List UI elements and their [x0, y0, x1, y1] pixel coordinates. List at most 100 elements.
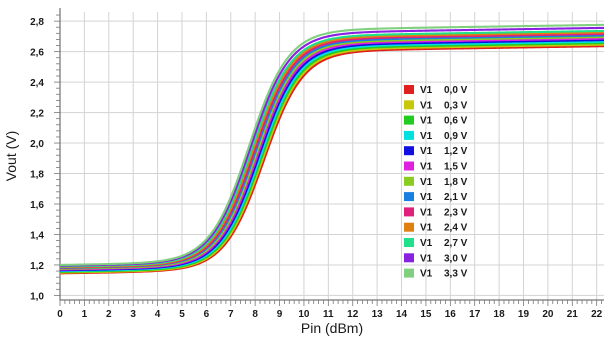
x-tick-label: 13: [372, 309, 384, 320]
legend-series-name: V1: [420, 253, 433, 264]
legend-swatch: [404, 176, 414, 186]
x-tick-label: 1: [82, 309, 88, 320]
series-line: [59, 29, 605, 268]
legend-item: V1 0,9 V: [404, 130, 468, 142]
series-line: [59, 40, 605, 273]
legend-item: V1 1,2 V: [404, 146, 468, 157]
x-tick-label: 7: [228, 309, 234, 320]
legend-swatch: [404, 238, 414, 247]
x-tick-label: 2: [106, 309, 112, 320]
x-tick-label: 14: [396, 309, 408, 320]
legend-series-value: 0,9 V: [444, 131, 468, 142]
x-tick-label: 9: [277, 309, 283, 320]
legend-series-value: 2,1 V: [444, 192, 468, 203]
legend-series-name: V1: [420, 85, 433, 96]
grid: [59, 12, 604, 300]
x-tick-label: 3: [130, 309, 136, 320]
legend-series-value: 1,2 V: [444, 146, 468, 157]
legend-series-value: 0,6 V: [444, 116, 468, 127]
axes: [54, 8, 604, 306]
legend-series-name: V1: [420, 131, 433, 142]
series-line: [59, 34, 605, 270]
y-tick-label: 1,8: [30, 170, 44, 181]
legend-series-name: V1: [420, 269, 433, 280]
y-axis-title: Vout (V): [3, 131, 19, 182]
legend-item: V1 3,3 V: [404, 268, 468, 280]
x-tick-label: 15: [420, 309, 432, 320]
legend-series-name: V1: [420, 116, 433, 127]
legend-item: V1 3,0 V: [404, 253, 468, 264]
series-line: [59, 23, 605, 266]
legend-item: V1 0,3 V: [404, 100, 468, 111]
legend-series-name: V1: [420, 238, 433, 249]
legend-swatch: [404, 207, 414, 217]
series-line: [59, 32, 605, 269]
x-tick-label: 0: [57, 309, 63, 320]
legend-swatch: [404, 253, 414, 263]
x-tick-label: 6: [204, 309, 210, 320]
series-line: [59, 31, 605, 269]
y-tick-label: 1,2: [30, 261, 44, 272]
y-tick-label: 2,8: [30, 17, 44, 28]
legend-series-value: 0,0 V: [444, 85, 468, 96]
legend-swatch: [404, 268, 414, 278]
x-tick-label: 16: [445, 309, 457, 320]
y-tick-label: 1,4: [30, 230, 44, 241]
series-line: [59, 43, 605, 274]
legend-swatch: [404, 146, 414, 156]
y-tick-label: 1,6: [30, 200, 44, 211]
x-tick-label: 22: [591, 309, 603, 320]
legend-series-name: V1: [420, 162, 433, 173]
x-tick-label: 20: [542, 309, 554, 320]
series-line: [59, 42, 605, 273]
legend-item: V1 2,7 V: [404, 238, 468, 249]
x-tick-label: 19: [518, 309, 530, 320]
series-line: [59, 39, 605, 272]
legend-item: V1 2,3 V: [404, 207, 468, 218]
legend-series-value: 3,0 V: [444, 253, 468, 264]
x-tick-label: 11: [323, 309, 334, 320]
legend-series-name: V1: [420, 192, 433, 203]
legend-series-value: 1,5 V: [444, 162, 468, 173]
x-tick-label: 12: [347, 309, 359, 320]
y-tick-label: 2,6: [30, 48, 44, 59]
legend-swatch: [404, 115, 414, 125]
x-tick-label: 8: [252, 309, 258, 320]
legend-series-value: 1,8 V: [444, 177, 468, 188]
x-tick-label: 18: [494, 309, 506, 320]
legend-series-name: V1: [420, 207, 433, 218]
y-tick-label: 2,4: [30, 78, 44, 89]
x-axis-title: Pin (dBm): [301, 320, 363, 336]
legend-swatch: [404, 130, 414, 140]
x-tick-label: 4: [155, 309, 161, 320]
series-line: [59, 45, 605, 275]
legend-series-name: V1: [420, 177, 433, 188]
y-tick-label: 1,0: [30, 291, 44, 302]
legend-series-name: V1: [420, 146, 433, 157]
legend-series-value: 2,3 V: [444, 207, 468, 218]
legend-series-value: 2,4 V: [444, 223, 468, 234]
x-tick-label: 21: [567, 309, 579, 320]
legend-swatch: [404, 85, 414, 94]
legend: V1 0,0 V V1 0,3 V V1 0,6 V V1 0,9 V V1 1,2 V V1 1,5…: [404, 85, 468, 280]
x-tick-label: 10: [298, 309, 310, 320]
series-line: [59, 26, 605, 267]
series-lines: [59, 23, 605, 275]
legend-item: V1 0,6 V: [404, 115, 468, 127]
x-tick-label: 5: [179, 309, 185, 320]
legend-series-name: V1: [420, 100, 433, 111]
legend-series-value: 3,3 V: [444, 269, 468, 280]
legend-item: V1 2,1 V: [404, 192, 468, 203]
legend-swatch: [404, 192, 414, 202]
legend-series-value: 2,7 V: [444, 238, 468, 249]
legend-item: V1 2,4 V: [404, 222, 468, 234]
y-tick-label: 2,2: [30, 109, 44, 120]
y-tick-label: 2,0: [30, 139, 44, 150]
legend-swatch: [404, 100, 414, 110]
legend-swatch: [404, 161, 414, 171]
x-tick-label: 17: [469, 309, 481, 320]
legend-item: V1 1,5 V: [404, 161, 468, 173]
legend-series-name: V1: [420, 223, 433, 234]
legend-series-value: 0,3 V: [444, 100, 468, 111]
